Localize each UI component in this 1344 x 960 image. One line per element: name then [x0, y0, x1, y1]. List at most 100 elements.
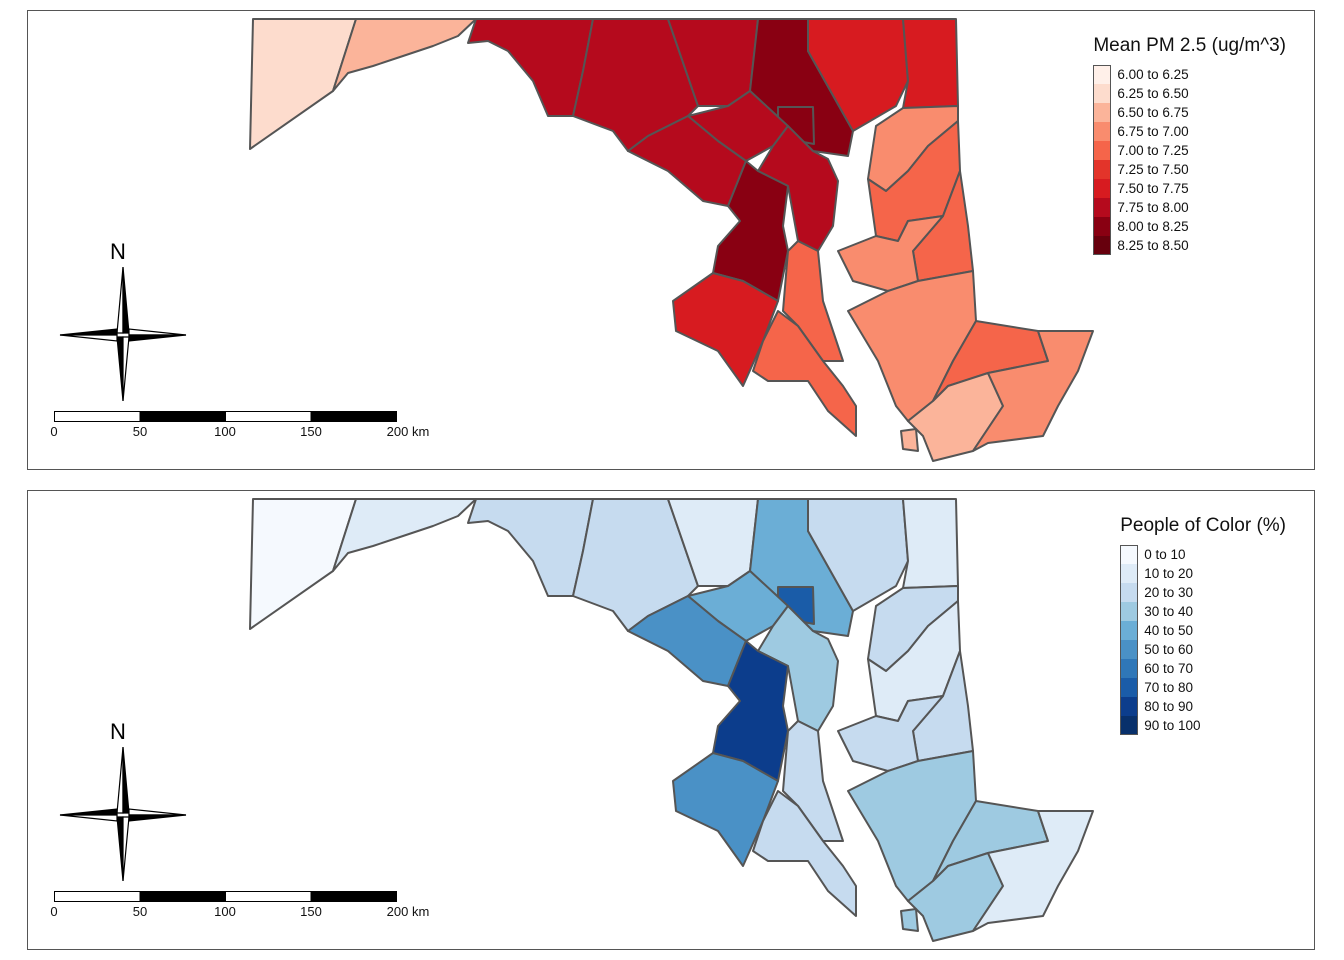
legend-item: 50 to 60: [1120, 640, 1286, 659]
legend-item: 60 to 70: [1120, 659, 1286, 678]
legend-label: 50 to 60: [1144, 642, 1193, 657]
legend-swatch: [1093, 217, 1112, 236]
legend-swatch: [1120, 564, 1139, 583]
legend-title: Mean PM 2.5 (ug/m^3): [1093, 35, 1286, 56]
legend-label: 7.50 to 7.75: [1117, 181, 1189, 196]
scale-tick-label: 200 km: [386, 424, 430, 439]
legend-item: 6.75 to 7.00: [1093, 122, 1286, 141]
legend-item: 7.50 to 7.75: [1093, 179, 1286, 198]
legend-item: 6.50 to 6.75: [1093, 103, 1286, 122]
pm25-legend: Mean PM 2.5 (ug/m^3) 6.00 to 6.25 6.25 t…: [1093, 35, 1286, 255]
legend-title: People of Color (%): [1120, 515, 1286, 536]
county-washington: [467, 18, 594, 117]
legend-label: 7.75 to 8.00: [1117, 200, 1189, 215]
legend-label: 6.50 to 6.75: [1117, 105, 1189, 120]
legend-swatch: [1093, 160, 1112, 179]
county-allegany: [332, 18, 477, 92]
legend-swatch: [1093, 103, 1112, 122]
county-st-marys: [752, 790, 857, 917]
scale-bar: 0 50 100 150 200 km: [50, 891, 454, 931]
pm25-map: [249, 18, 1094, 462]
legend-swatch: [1093, 236, 1112, 255]
legend-swatch: [1093, 65, 1112, 84]
legend-label: 20 to 30: [1144, 585, 1193, 600]
legend-item: 80 to 90: [1120, 697, 1286, 716]
legend-swatch: [1120, 602, 1139, 621]
legend-swatch: [1120, 716, 1139, 735]
legend-swatch: [1093, 198, 1112, 217]
legend-label: 10 to 20: [1144, 566, 1193, 581]
legend-item: 20 to 30: [1120, 583, 1286, 602]
scale-tick-label: 0: [50, 424, 58, 439]
legend-label: 7.00 to 7.25: [1117, 143, 1189, 158]
legend-swatch: [1120, 583, 1139, 602]
scale-tick-label: 50: [132, 424, 148, 439]
legend-label: 70 to 80: [1144, 680, 1193, 695]
scale-tick-label: 150: [300, 424, 322, 439]
scale-tick-label: 200 km: [386, 904, 430, 919]
county-allegany: [332, 498, 477, 572]
north-arrow: N: [58, 719, 188, 882]
scale-bar-graphic: [54, 891, 397, 902]
scale-tick-label: 100: [214, 424, 236, 439]
legend-item: 7.00 to 7.25: [1093, 141, 1286, 160]
legend-swatch: [1093, 179, 1112, 198]
county-st-marys: [752, 310, 857, 437]
legend-item: 6.00 to 6.25: [1093, 65, 1286, 84]
scale-bar-graphic: [54, 411, 397, 422]
legend-label: 7.25 to 7.50: [1117, 162, 1189, 177]
legend-item: 8.00 to 8.25: [1093, 217, 1286, 236]
legend-label: 40 to 50: [1144, 623, 1193, 638]
scale-tick-label: 150: [300, 904, 322, 919]
legend-label: 8.25 to 8.50: [1117, 238, 1189, 253]
legend-item: 30 to 40: [1120, 602, 1286, 621]
legend-label: 90 to 100: [1144, 718, 1201, 733]
north-label: N: [110, 239, 126, 264]
legend-item: 40 to 50: [1120, 621, 1286, 640]
legend-swatch: [1093, 141, 1112, 160]
legend-item: 8.25 to 8.50: [1093, 236, 1286, 255]
legend-item: 70 to 80: [1120, 678, 1286, 697]
county-calvert: [782, 720, 844, 842]
county-worcester: [972, 810, 1094, 932]
county-calvert: [782, 240, 844, 362]
compass-rose-icon: [59, 746, 187, 882]
north-label: N: [110, 719, 126, 744]
pm25-map-panel: N 0 50 100 150 200 km Mean PM 2.5 (ug/: [27, 10, 1315, 470]
legend-item: 90 to 100: [1120, 716, 1286, 735]
county-cecil: [902, 498, 959, 589]
legend-label: 30 to 40: [1144, 604, 1193, 619]
county-talbot: [837, 695, 944, 772]
county-worcester: [972, 330, 1094, 452]
legend-item: 10 to 20: [1120, 564, 1286, 583]
people-of-color-map: [249, 498, 1094, 942]
legend-item: 0 to 10: [1120, 545, 1286, 564]
compass-rose-icon: [59, 266, 187, 402]
people-of-color-map-panel: N 0 50 100 150 200 km People of Color: [27, 490, 1315, 950]
scale-tick-label: 100: [214, 904, 236, 919]
legend-swatch: [1093, 122, 1112, 141]
legend-swatch: [1093, 84, 1112, 103]
legend-label: 0 to 10: [1144, 547, 1186, 562]
poc-legend: People of Color (%) 0 to 10 10 to 20 20 …: [1120, 515, 1286, 735]
legend-swatch: [1120, 697, 1139, 716]
county-talbot: [837, 215, 944, 292]
legend-swatch: [1120, 659, 1139, 678]
scale-tick-label: 50: [132, 904, 148, 919]
legend-label: 6.75 to 7.00: [1117, 124, 1189, 139]
county-cecil: [902, 18, 959, 109]
legend-swatch: [1120, 678, 1139, 697]
legend-label: 80 to 90: [1144, 699, 1193, 714]
legend-item: 6.25 to 6.50: [1093, 84, 1286, 103]
legend-item: 7.75 to 8.00: [1093, 198, 1286, 217]
scale-bar: 0 50 100 150 200 km: [50, 411, 454, 451]
legend-swatch: [1120, 545, 1139, 564]
north-arrow: N: [58, 239, 188, 402]
county-somerset-island: [900, 428, 919, 452]
legend-label: 8.00 to 8.25: [1117, 219, 1189, 234]
county-somerset-island: [900, 908, 919, 932]
legend-label: 6.25 to 6.50: [1117, 86, 1189, 101]
legend-label: 60 to 70: [1144, 661, 1193, 676]
legend-item: 7.25 to 7.50: [1093, 160, 1286, 179]
county-washington: [467, 498, 594, 597]
